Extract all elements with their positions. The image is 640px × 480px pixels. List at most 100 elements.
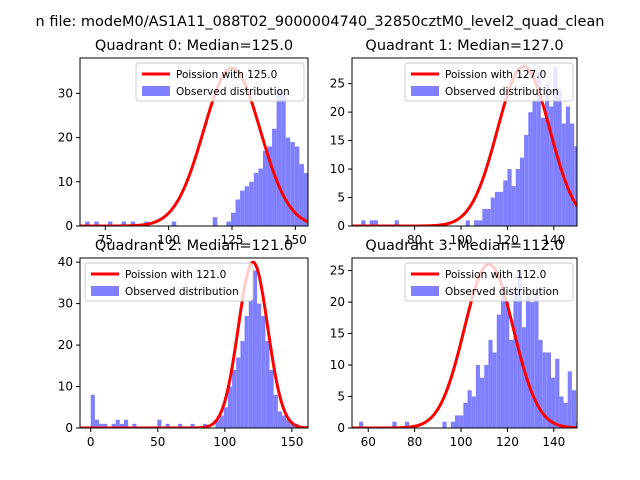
histogram-bar	[276, 88, 282, 226]
legend-histogram-label: Observed distribution	[445, 86, 559, 98]
x-tick-label: 80	[407, 435, 422, 449]
histogram-bar	[583, 163, 587, 226]
histogram-bar	[471, 396, 476, 428]
histogram-bar	[286, 419, 291, 428]
histogram-bar	[507, 169, 512, 226]
y-tick-label: 5	[337, 390, 345, 404]
x-tick-label: 75	[98, 233, 113, 247]
histogram-bar	[480, 377, 485, 428]
histogram-bar	[519, 157, 525, 226]
histogram-bar	[540, 117, 545, 226]
y-tick-label: 0	[337, 421, 345, 435]
histogram-bar	[232, 369, 237, 428]
legend: Poission with 127.0 Observed distribution	[404, 62, 574, 102]
histogram-bar	[361, 220, 366, 226]
histogram-bar	[227, 386, 233, 428]
histogram-bar	[94, 419, 100, 428]
histogram-bar	[624, 220, 628, 226]
x-tick-label: 100	[450, 435, 473, 449]
histogram-bar	[404, 421, 410, 428]
histogram-bar	[261, 316, 266, 428]
x-tick-label: 0	[87, 435, 95, 449]
histogram-bar	[544, 83, 550, 226]
histogram-bar	[236, 357, 241, 428]
x-tick-label: 140	[542, 435, 565, 449]
histogram-bar	[490, 197, 495, 226]
y-tick-label: 5	[337, 191, 345, 205]
histogram-bar	[235, 199, 241, 226]
histogram-bar	[212, 217, 218, 226]
histogram-bar	[475, 365, 481, 428]
histogram-bar	[574, 146, 577, 226]
legend-poisson-label: Poission with 125.0	[176, 69, 277, 81]
histogram-bar	[616, 209, 620, 226]
histogram-bar	[358, 421, 364, 428]
legend-poisson-label: Poission with 112.0	[445, 269, 546, 281]
histogram-bar	[465, 220, 470, 226]
histogram-bar	[90, 394, 95, 428]
histogram-bar	[513, 289, 518, 428]
histogram-bar	[599, 192, 603, 226]
histogram-bar	[482, 208, 487, 226]
histogram-bar	[99, 423, 104, 428]
x-tick-label: 125	[221, 233, 244, 247]
histogram-bar	[262, 150, 268, 226]
histogram-bar	[557, 89, 562, 226]
histogram-bar	[500, 289, 506, 428]
figure-suptitle: n file: modeM0/AS1A11_088T02_9000004740_…	[36, 14, 605, 30]
y-tick-label: 10	[58, 175, 73, 189]
y-tick-label: 10	[330, 162, 345, 176]
legend-histogram-swatch	[91, 286, 119, 296]
histogram-bar	[123, 419, 129, 428]
histogram-bar	[521, 327, 526, 428]
panel-title: Quadrant 2: Median=121.0	[95, 238, 293, 254]
histogram-bar	[281, 93, 286, 226]
x-tick-label: 150	[280, 435, 303, 449]
histogram-bar	[267, 146, 273, 226]
histogram-bar	[551, 377, 556, 428]
panel-title: Quadrant 0: Median=125.0	[95, 38, 293, 54]
y-tick-label: 20	[58, 338, 73, 352]
histogram-bar	[578, 135, 582, 226]
histogram-bar	[509, 339, 514, 428]
y-tick-label: 20	[330, 295, 345, 309]
histogram-bar	[392, 421, 397, 428]
histogram-bar	[277, 411, 282, 428]
x-tick-label: 100	[213, 435, 236, 449]
histogram-bar	[524, 134, 529, 226]
x-tick-label: 150	[284, 233, 307, 247]
histogram-bar	[467, 390, 472, 428]
histogram-bar	[369, 220, 374, 226]
histogram-bar	[530, 302, 535, 428]
legend: Poission with 121.0 Observed distribution	[84, 262, 254, 302]
histogram-bar	[157, 419, 162, 428]
histogram-bar	[538, 339, 543, 428]
y-tick-label: 0	[337, 219, 345, 233]
quadrant-1-plot: 80 100 120 140 0 5 10 15 20 25 Quadrant 1: Median=…	[330, 38, 628, 247]
histogram-bar	[299, 164, 304, 226]
histogram-bar	[591, 186, 595, 226]
y-tick-label: 20	[330, 105, 345, 119]
histogram-bar	[484, 365, 489, 428]
histogram-bar	[94, 221, 99, 226]
histogram-bar	[230, 212, 236, 226]
histogram-bar	[593, 415, 597, 428]
y-tick-label: 20	[58, 131, 73, 145]
legend-poisson-label: Poission with 127.0	[445, 69, 546, 81]
histogram-bar	[219, 415, 224, 428]
panel-title: Quadrant 3: Median=112.0	[365, 238, 563, 254]
histogram-bar	[503, 180, 508, 226]
histogram-bar	[253, 172, 259, 226]
axes-frame	[351, 57, 578, 227]
legend-histogram-swatch	[411, 286, 439, 296]
histogram-bar	[115, 419, 120, 428]
histogram-bar	[486, 208, 491, 226]
axes-frame	[351, 257, 578, 429]
histogram-bar	[608, 203, 612, 226]
x-tick-label: 100	[157, 233, 180, 247]
histogram-bar	[313, 191, 318, 226]
histogram-bar	[505, 302, 510, 428]
x-tick-label: 100	[450, 233, 473, 247]
histogram-bar	[318, 186, 323, 226]
